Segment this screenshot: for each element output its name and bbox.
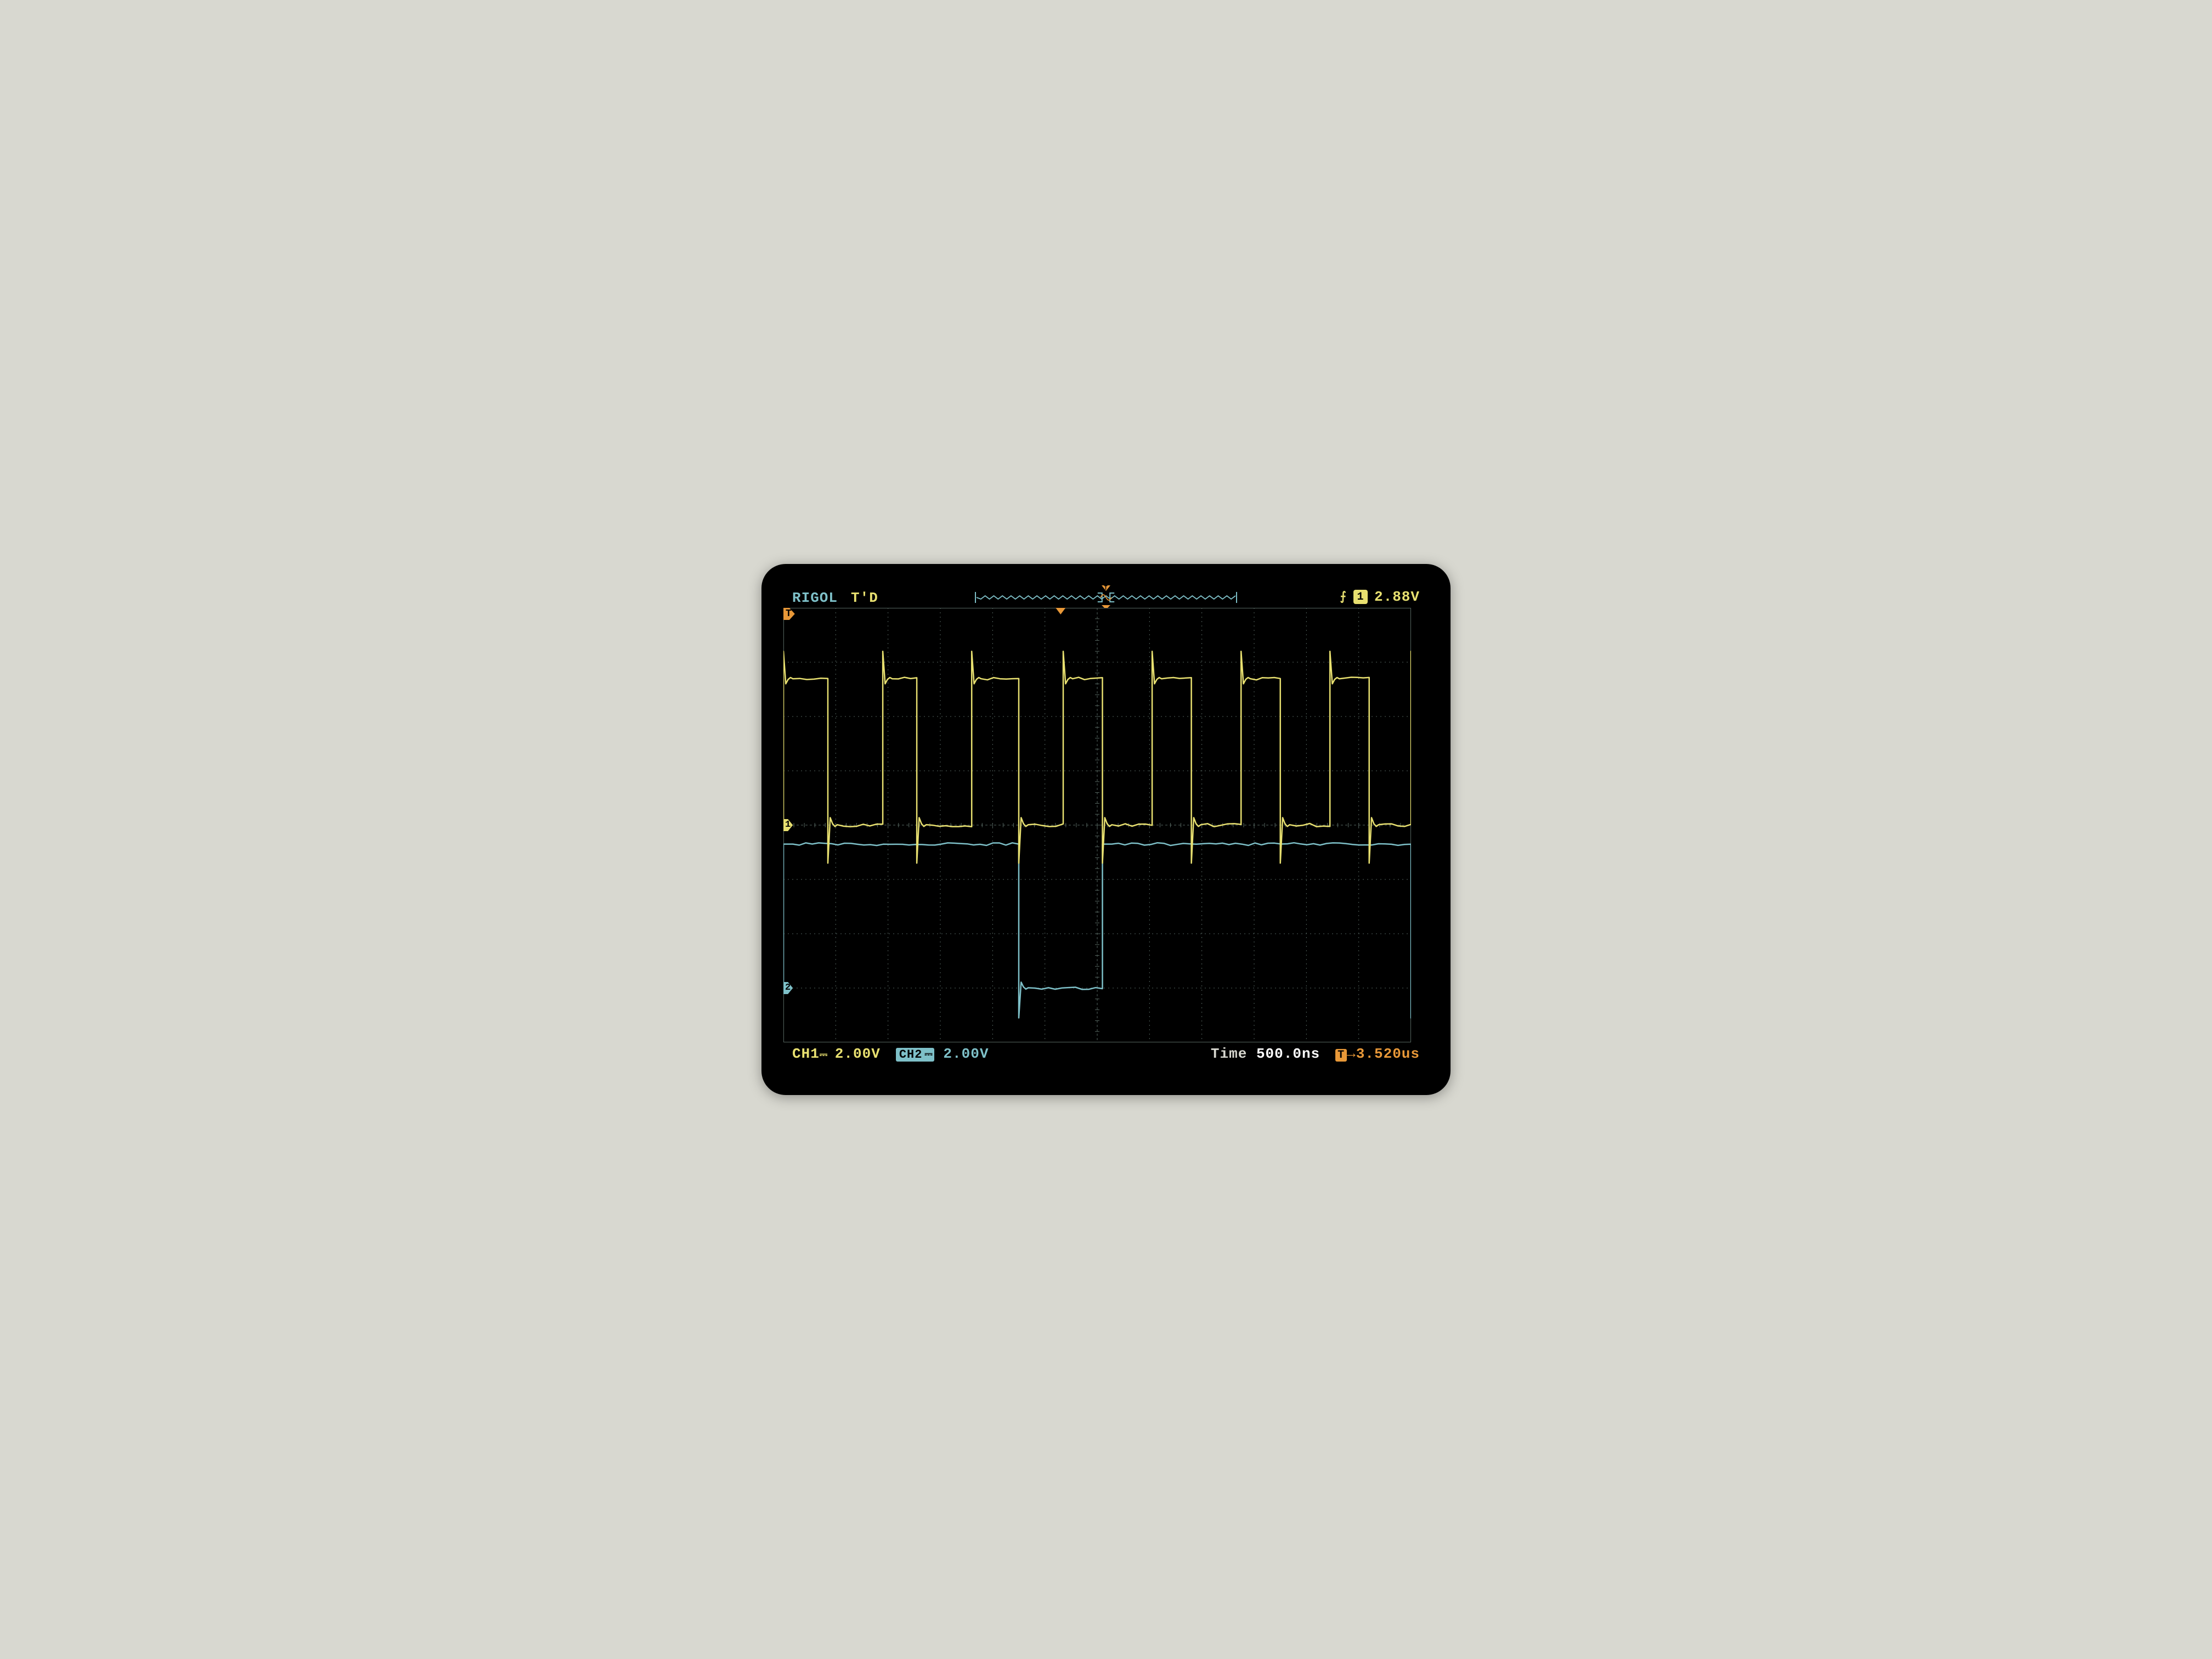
trigger-offset-icon: T bbox=[1335, 1049, 1347, 1062]
bottom-bar: CH1⎓ 2.00V CH2⎓ 2.00V Time 500.0ns T→3.5… bbox=[783, 1042, 1429, 1065]
memory-overview-bar: T bbox=[974, 585, 1238, 608]
ch1-readout: CH1⎓ 2.00V bbox=[792, 1046, 881, 1062]
timebase-readout: Time 500.0ns bbox=[1211, 1046, 1320, 1062]
oscilloscope-screen: RIGOL T'D T ⨍ 1 2.88V T 1 2 CH1⎓ 2.00V C… bbox=[783, 586, 1429, 1073]
svg-text:T: T bbox=[1104, 585, 1108, 591]
trigger-status: T'D bbox=[851, 590, 878, 606]
ch1-vdiv: 2.00V bbox=[835, 1046, 881, 1062]
dc-coupling-icon: ⎓ bbox=[924, 1049, 930, 1060]
rising-edge-icon: ⨍ bbox=[1340, 590, 1347, 604]
waveform-plot[interactable] bbox=[783, 608, 1411, 1042]
bezel: RIGOL T'D T ⨍ 1 2.88V T 1 2 CH1⎓ 2.00V C… bbox=[761, 564, 1451, 1095]
ch2-label: CH2⎓ bbox=[896, 1048, 934, 1062]
trigger-offset-readout: T→3.520us bbox=[1335, 1046, 1420, 1062]
brand-logo: RIGOL bbox=[792, 590, 838, 606]
timebase-value: 500.0ns bbox=[1256, 1046, 1320, 1062]
trigger-source-badge: 1 bbox=[1353, 590, 1368, 604]
trigger-info: ⨍ 1 2.88V bbox=[1340, 589, 1420, 605]
ch1-label: CH1 bbox=[792, 1046, 820, 1062]
top-bar: RIGOL T'D T ⨍ 1 2.88V bbox=[783, 586, 1429, 608]
ch2-vdiv: 2.00V bbox=[943, 1046, 989, 1062]
ch2-readout: CH2⎓ 2.00V bbox=[896, 1046, 989, 1062]
dc-coupling-icon: ⎓ bbox=[820, 1050, 826, 1061]
timebase-label: Time bbox=[1211, 1046, 1247, 1062]
trigger-level: 2.88V bbox=[1374, 589, 1420, 605]
trigger-offset-value: 3.520us bbox=[1356, 1046, 1420, 1062]
waveform-area: T 1 2 bbox=[783, 608, 1429, 1042]
